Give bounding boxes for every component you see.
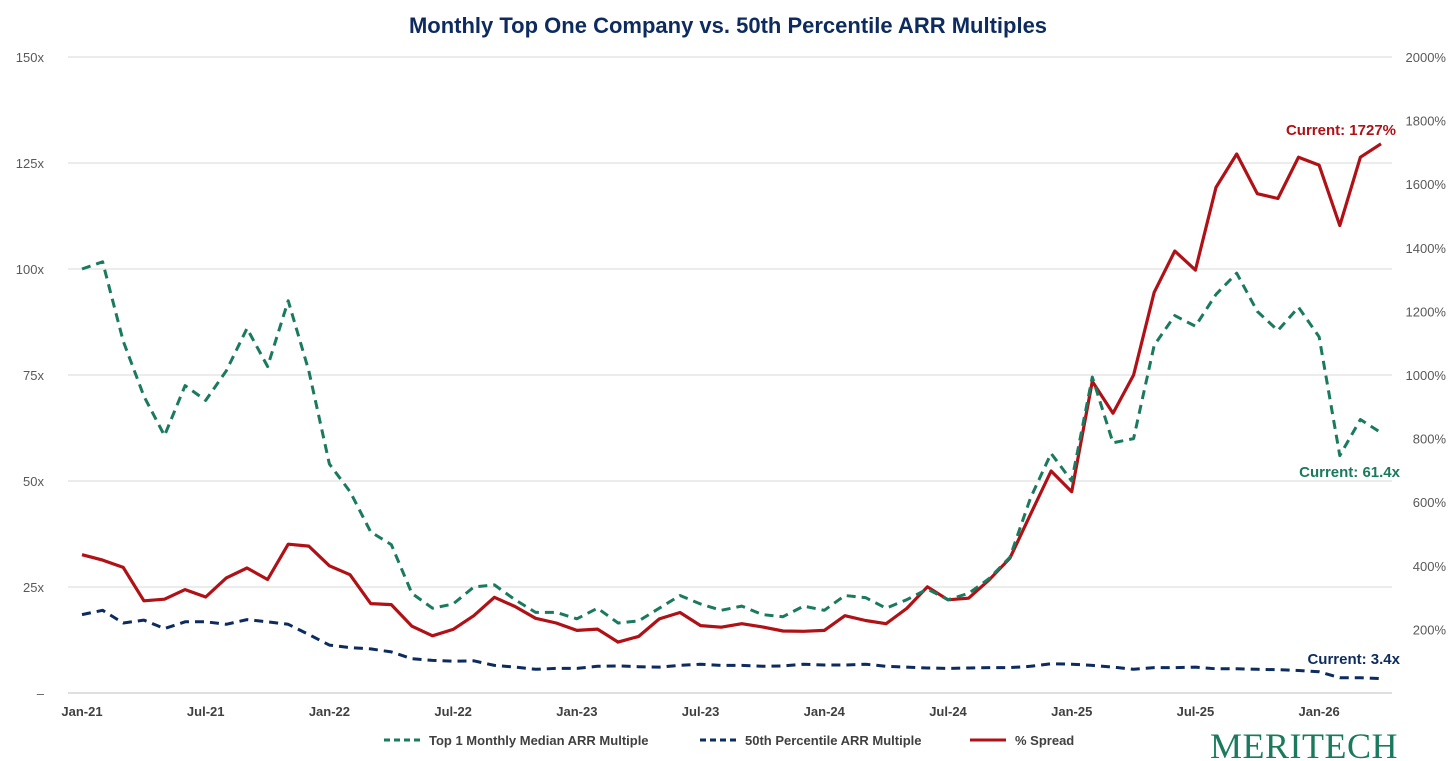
- x-tick-label: Jan-26: [1299, 704, 1340, 719]
- x-tick-label: Jan-21: [61, 704, 102, 719]
- series-line-50th-percentile-arr-multiple: [81, 608, 1382, 681]
- y-right-tick-label: 200%: [1413, 622, 1447, 637]
- legend-label-top1: Top 1 Monthly Median ARR Multiple: [429, 733, 649, 748]
- series-lines: [81, 142, 1382, 681]
- x-tick-label: Jan-22: [309, 704, 350, 719]
- y-left-tick-label: 75x: [23, 368, 44, 383]
- y-left-tick-label: 50x: [23, 474, 44, 489]
- current-top1-annotation: Current: 61.4x: [1299, 464, 1401, 481]
- meritech-logo: MERITECH: [1210, 726, 1398, 761]
- y-left-tick-label: 100x: [16, 262, 45, 277]
- y-right-tick-label: 1600%: [1406, 177, 1447, 192]
- legend: Top 1 Monthly Median ARR Multiple 50th P…: [384, 733, 1074, 748]
- x-tick-label: Jul-22: [434, 704, 472, 719]
- legend-item-top1: Top 1 Monthly Median ARR Multiple: [384, 733, 649, 748]
- x-tick-label: Jan-25: [1051, 704, 1092, 719]
- y-right-tick-label: 400%: [1413, 559, 1447, 574]
- y-left-tick-label: 150x: [16, 50, 45, 65]
- x-tick-label: Jul-24: [929, 704, 967, 719]
- current-spread-annotation: Current: 1727%: [1286, 122, 1396, 139]
- x-tick-label: Jul-23: [682, 704, 720, 719]
- x-tick-label: Jan-23: [556, 704, 597, 719]
- y-right-tick-label: 1800%: [1406, 114, 1447, 129]
- legend-label-median: 50th Percentile ARR Multiple: [745, 733, 922, 748]
- y-right-tick-label: 1200%: [1406, 304, 1447, 319]
- y-right-tick-label: 2000%: [1406, 50, 1447, 65]
- grid: [68, 56, 1392, 588]
- x-tick-label: Jul-21: [187, 704, 225, 719]
- x-tick-label: Jul-25: [1177, 704, 1215, 719]
- current-median-annotation: Current: 3.4x: [1307, 651, 1400, 668]
- y-right-tick-label: 800%: [1413, 432, 1447, 447]
- chart-title: Monthly Top One Company vs. 50th Percent…: [409, 13, 1047, 38]
- y-right-tick-label: 1400%: [1406, 241, 1447, 256]
- series-line-top-1-monthly-median-arr-multiple: [81, 260, 1382, 625]
- y-left-tick-label: 125x: [16, 156, 45, 171]
- legend-item-median: 50th Percentile ARR Multiple: [700, 733, 922, 748]
- annotations: Current: 1727% Current: 61.4x Current: 3…: [1286, 122, 1401, 668]
- axes: – 25x 50x 75x 100x 125x 150x 200% 400% 600% 800% 10…: [16, 50, 1447, 719]
- legend-item-spread: % Spread: [970, 733, 1074, 748]
- y-left-tick-label: 25x: [23, 580, 44, 595]
- y-right-tick-label: 600%: [1413, 495, 1447, 510]
- y-right-tick-label: 1000%: [1406, 368, 1447, 383]
- x-tick-label: Jan-24: [804, 704, 846, 719]
- legend-label-spread: % Spread: [1015, 733, 1074, 748]
- y-left-tick-label: –: [37, 686, 45, 701]
- series-line-spread: [81, 142, 1382, 644]
